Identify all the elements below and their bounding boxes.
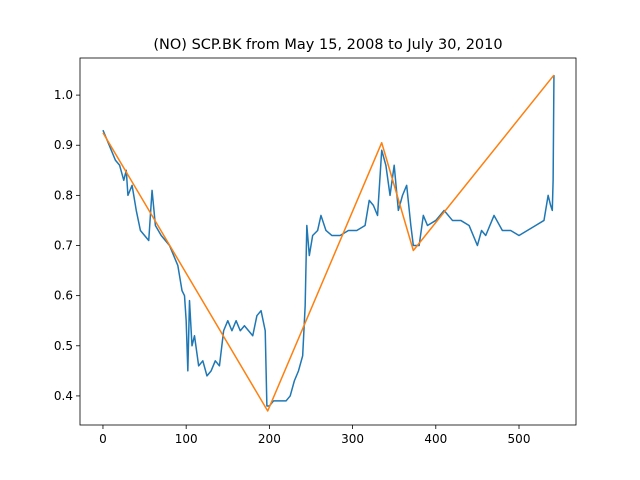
plot-frame [79,57,577,426]
y-tick-label: 0.8 [54,188,73,202]
x-tick-label: 100 [175,432,198,446]
y-tick-label: 0.6 [54,289,73,303]
chart-title: (NO) SCP.BK from May 15, 2008 to July 30… [153,37,502,53]
y-tick-label: 1.0 [54,88,73,102]
y-tick-label: 0.4 [54,389,73,403]
x-tick-label: 0 [99,432,107,446]
data-line [102,75,555,407]
y-tick-label: 0.7 [54,239,73,253]
y-tick-label: 0.9 [54,138,73,152]
x-tick-label: 300 [341,432,364,446]
x-tick-label: 400 [424,432,447,446]
data-line [102,74,555,412]
x-tick-label: 200 [258,432,281,446]
x-tick-label: 500 [508,432,531,446]
y-tick-label: 0.5 [54,339,73,353]
